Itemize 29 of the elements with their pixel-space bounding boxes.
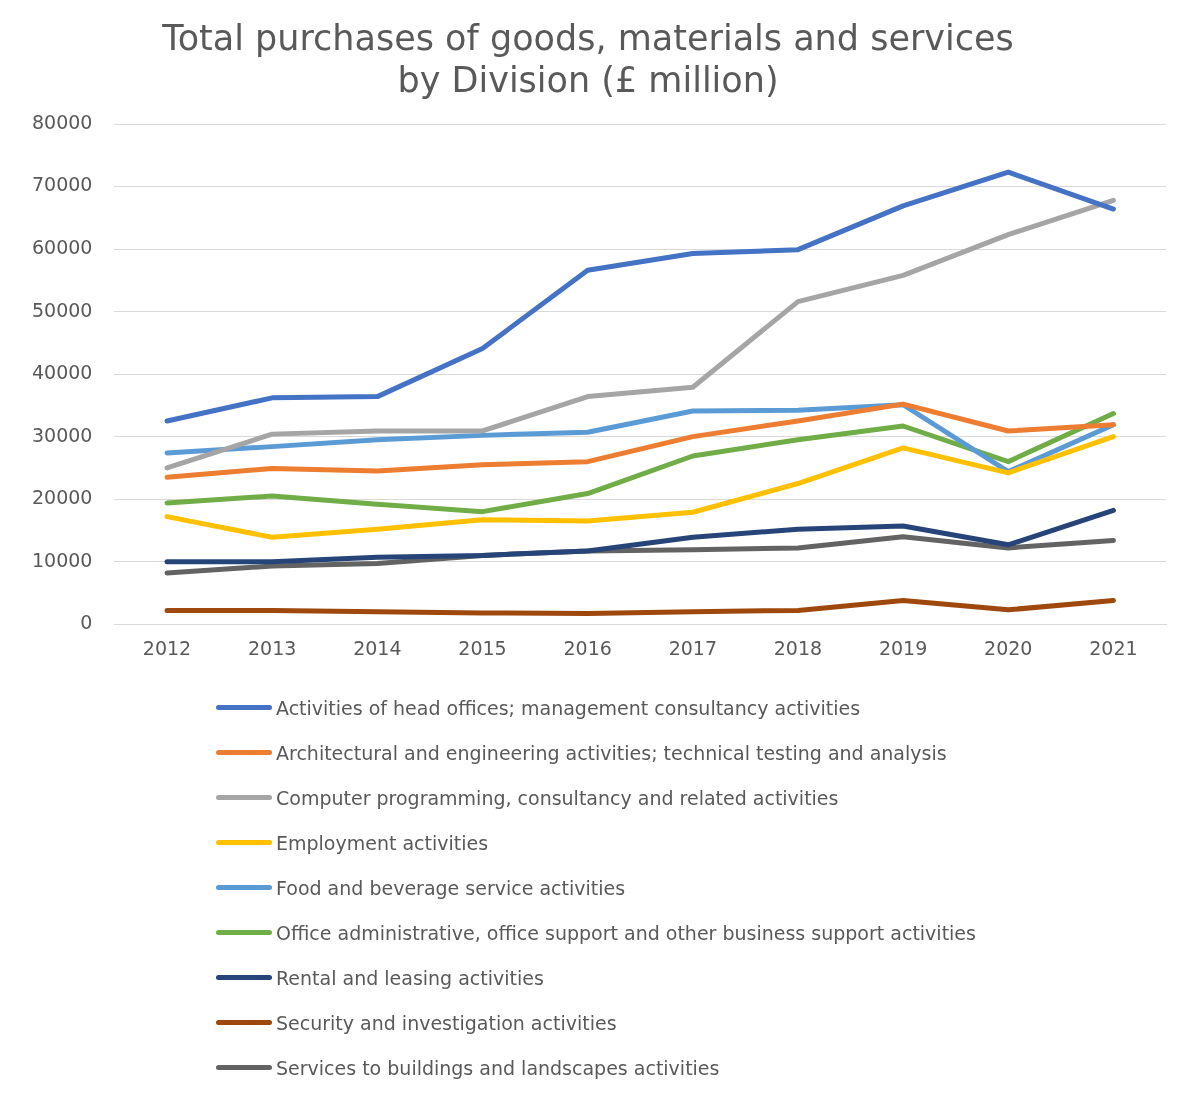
x-tick-label: 2021 — [1089, 636, 1138, 659]
legend-label: Architectural and engineering activities; technical testing and analysis — [276, 741, 947, 764]
x-tick-label: 2015 — [458, 636, 507, 659]
y-tick-label: 10000 — [31, 548, 93, 571]
legend-label: Employment activities — [276, 831, 489, 854]
y-tick-label: 70000 — [31, 173, 93, 196]
legend-label: Food and beverage service activities — [276, 876, 626, 899]
x-tick-label: 2014 — [353, 636, 402, 659]
x-tick-label: 2019 — [878, 636, 928, 659]
y-tick-label: 60000 — [31, 235, 93, 258]
legend-label: Rental and leasing activities — [276, 966, 544, 989]
y-tick-label: 30000 — [31, 423, 93, 446]
y-tick-label: 50000 — [31, 298, 93, 321]
legend-label: Computer programming, consultancy and related activities — [276, 786, 839, 809]
x-tick-label: 2012 — [142, 636, 192, 659]
x-tick-label: 2018 — [773, 636, 823, 659]
x-tick-label: 2016 — [563, 636, 612, 659]
x-tick-label: 2013 — [248, 636, 297, 659]
x-tick-label: 2017 — [668, 636, 717, 659]
y-tick-label: 0 — [80, 611, 93, 634]
legend-label: Services to buildings and landscapes activities — [276, 1056, 720, 1079]
chart-title: Total purchases of goods, materials and services by Division (£ million) — [161, 18, 1014, 101]
legend-label: Office administrative, office support and other business support activities — [276, 921, 976, 944]
y-tick-label: 80000 — [31, 110, 93, 133]
y-tick-label: 40000 — [31, 361, 93, 384]
x-tick-label: 2020 — [984, 636, 1033, 659]
y-tick-label: 20000 — [31, 486, 93, 509]
legend-label: Security and investigation activities — [276, 1011, 617, 1034]
legend-label: Activities of head offices; management consultancy activities — [276, 696, 861, 719]
